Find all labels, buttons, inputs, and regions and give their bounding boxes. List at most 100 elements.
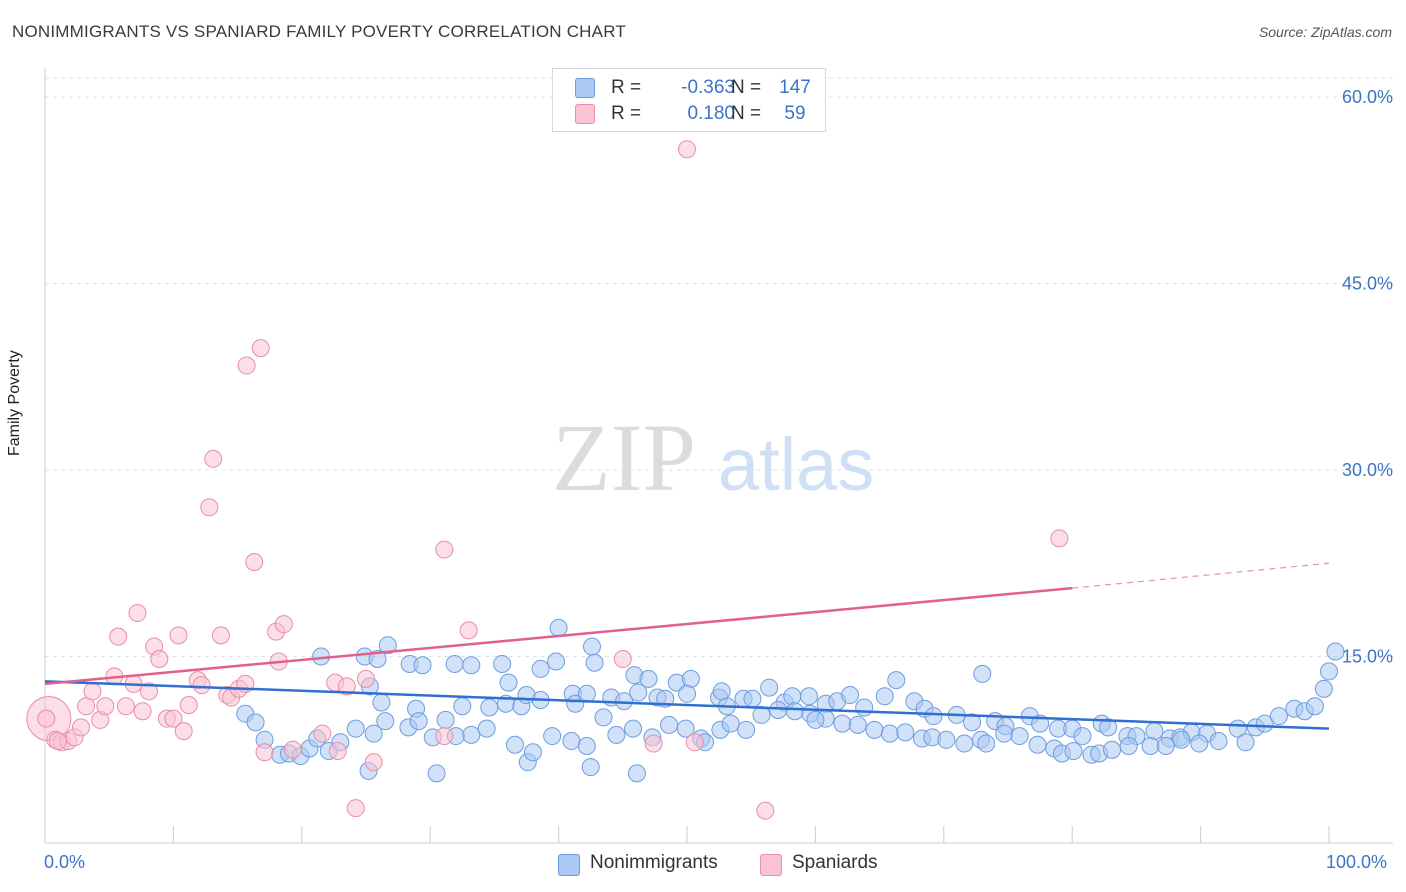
- data-point-nonimmigrants: [543, 727, 562, 746]
- data-point-nonimmigrants: [1028, 735, 1047, 754]
- data-point-nonimmigrants: [806, 710, 825, 729]
- legend-r-label: R =: [611, 103, 642, 124]
- data-point-nonimmigrants: [1236, 733, 1255, 752]
- data-point-nonimmigrants: [785, 702, 804, 721]
- data-point-nonimmigrants: [517, 686, 536, 705]
- data-point-nonimmigrants: [585, 653, 604, 672]
- data-point-nonimmigrants: [875, 687, 894, 706]
- stats-legend: R = -0.363 N = 147 R = 0.180 N = 59: [552, 68, 826, 132]
- data-point-nonimmigrants: [594, 708, 613, 727]
- data-point-nonimmigrants: [577, 737, 596, 756]
- data-point-nonimmigrants: [499, 673, 518, 692]
- data-point-nonimmigrants: [639, 669, 658, 688]
- data-point-spaniards: [150, 649, 169, 668]
- data-point-nonimmigrants: [246, 713, 265, 732]
- data-point-spaniards: [116, 697, 135, 716]
- data-point-spaniards: [1050, 529, 1069, 548]
- data-point-nonimmigrants: [505, 735, 524, 754]
- data-point-spaniards: [200, 498, 219, 517]
- data-point-nonimmigrants: [737, 720, 756, 739]
- data-point-nonimmigrants: [413, 656, 432, 675]
- data-point-nonimmigrants: [376, 712, 395, 731]
- data-point-nonimmigrants: [924, 707, 943, 726]
- data-point-nonimmigrants: [1326, 642, 1345, 661]
- y-tick-label: 45.0%: [1342, 274, 1393, 294]
- data-point-nonimmigrants: [493, 654, 512, 673]
- data-point-nonimmigrants: [1305, 697, 1324, 716]
- series-legend: Nonimmigrants Spaniards: [0, 852, 1406, 878]
- data-point-nonimmigrants: [577, 684, 596, 703]
- x-tick-label-max: 100.0%: [1326, 852, 1388, 872]
- data-point-nonimmigrants: [368, 649, 387, 668]
- data-point-spaniards: [192, 676, 211, 695]
- data-point-nonimmigrants: [721, 714, 740, 733]
- data-point-nonimmigrants: [1010, 727, 1029, 746]
- data-point-nonimmigrants: [752, 705, 771, 724]
- chart-title: NONIMMIGRANTS VS SPANIARD FAMILY POVERTY…: [12, 22, 626, 41]
- data-point-spaniards: [169, 626, 188, 645]
- data-point-nonimmigrants: [1099, 718, 1118, 737]
- legend-swatch-spaniards: [575, 104, 595, 124]
- data-point-nonimmigrants: [955, 734, 974, 753]
- data-point-nonimmigrants: [409, 712, 428, 731]
- y-tick-label: 30.0%: [1342, 460, 1393, 480]
- data-point-nonimmigrants: [453, 697, 472, 716]
- data-point-nonimmigrants: [607, 725, 626, 744]
- data-point-nonimmigrants: [769, 700, 788, 719]
- data-point-nonimmigrants: [427, 764, 446, 783]
- data-point-nonimmigrants: [436, 710, 455, 729]
- legend-r-value: -0.363: [681, 77, 735, 98]
- data-point-spaniards: [133, 702, 152, 721]
- y-tick-labels: 15.0% 30.0% 45.0% 60.0%: [1342, 87, 1393, 667]
- data-point-nonimmigrants: [629, 683, 648, 702]
- legend-label-spaniards: Spaniards: [792, 852, 878, 873]
- data-point-spaniards: [77, 697, 96, 716]
- spaniards-points: [26, 140, 1069, 820]
- data-point-nonimmigrants: [547, 652, 566, 671]
- y-tick-label: 15.0%: [1342, 647, 1393, 667]
- data-point-nonimmigrants: [1269, 707, 1288, 726]
- data-point-nonimmigrants: [896, 723, 915, 742]
- data-point-nonimmigrants: [760, 678, 779, 697]
- data-point-spaniards: [37, 709, 56, 728]
- data-point-nonimmigrants: [445, 654, 464, 673]
- data-point-spaniards: [459, 621, 478, 640]
- data-point-spaniards: [164, 709, 183, 728]
- data-point-nonimmigrants: [660, 715, 679, 734]
- data-point-nonimmigrants: [562, 732, 581, 751]
- data-point-spaniards: [128, 603, 147, 622]
- data-point-spaniards: [204, 449, 223, 468]
- data-point-nonimmigrants: [681, 669, 700, 688]
- data-point-spaniards: [83, 682, 102, 701]
- data-point-nonimmigrants: [372, 693, 391, 712]
- data-point-spaniards: [337, 677, 356, 696]
- data-point-spaniards: [140, 682, 159, 701]
- legend-n-value: 59: [784, 103, 806, 124]
- data-point-nonimmigrants: [1073, 727, 1092, 746]
- data-point-nonimmigrants: [712, 682, 731, 701]
- data-point-spaniards: [364, 753, 383, 772]
- data-point-nonimmigrants: [977, 734, 996, 753]
- data-point-spaniards: [346, 799, 365, 818]
- data-point-nonimmigrants: [973, 664, 992, 683]
- data-point-nonimmigrants: [480, 698, 499, 717]
- source-label: Source: ZipAtlas.com: [1258, 24, 1392, 40]
- data-point-nonimmigrants: [887, 671, 906, 690]
- data-point-nonimmigrants: [364, 724, 383, 743]
- data-point-nonimmigrants: [346, 719, 365, 738]
- data-point-nonimmigrants: [833, 714, 852, 733]
- trend-line-spaniards: [44, 586, 1073, 686]
- data-point-nonimmigrants: [937, 730, 956, 749]
- data-point-spaniards: [678, 140, 696, 159]
- data-point-nonimmigrants: [582, 637, 601, 656]
- data-point-nonimmigrants: [841, 686, 860, 705]
- data-point-spaniards: [435, 727, 454, 746]
- trend-line-spaniards-extension: [1072, 562, 1330, 589]
- data-point-spaniards: [237, 356, 256, 375]
- data-point-nonimmigrants: [1119, 737, 1138, 756]
- data-point-spaniards: [96, 697, 115, 716]
- data-point-nonimmigrants: [1190, 734, 1209, 753]
- data-point-nonimmigrants: [523, 743, 542, 762]
- x-tick-label-min: 0.0%: [44, 852, 86, 872]
- data-point-spaniards: [435, 540, 454, 559]
